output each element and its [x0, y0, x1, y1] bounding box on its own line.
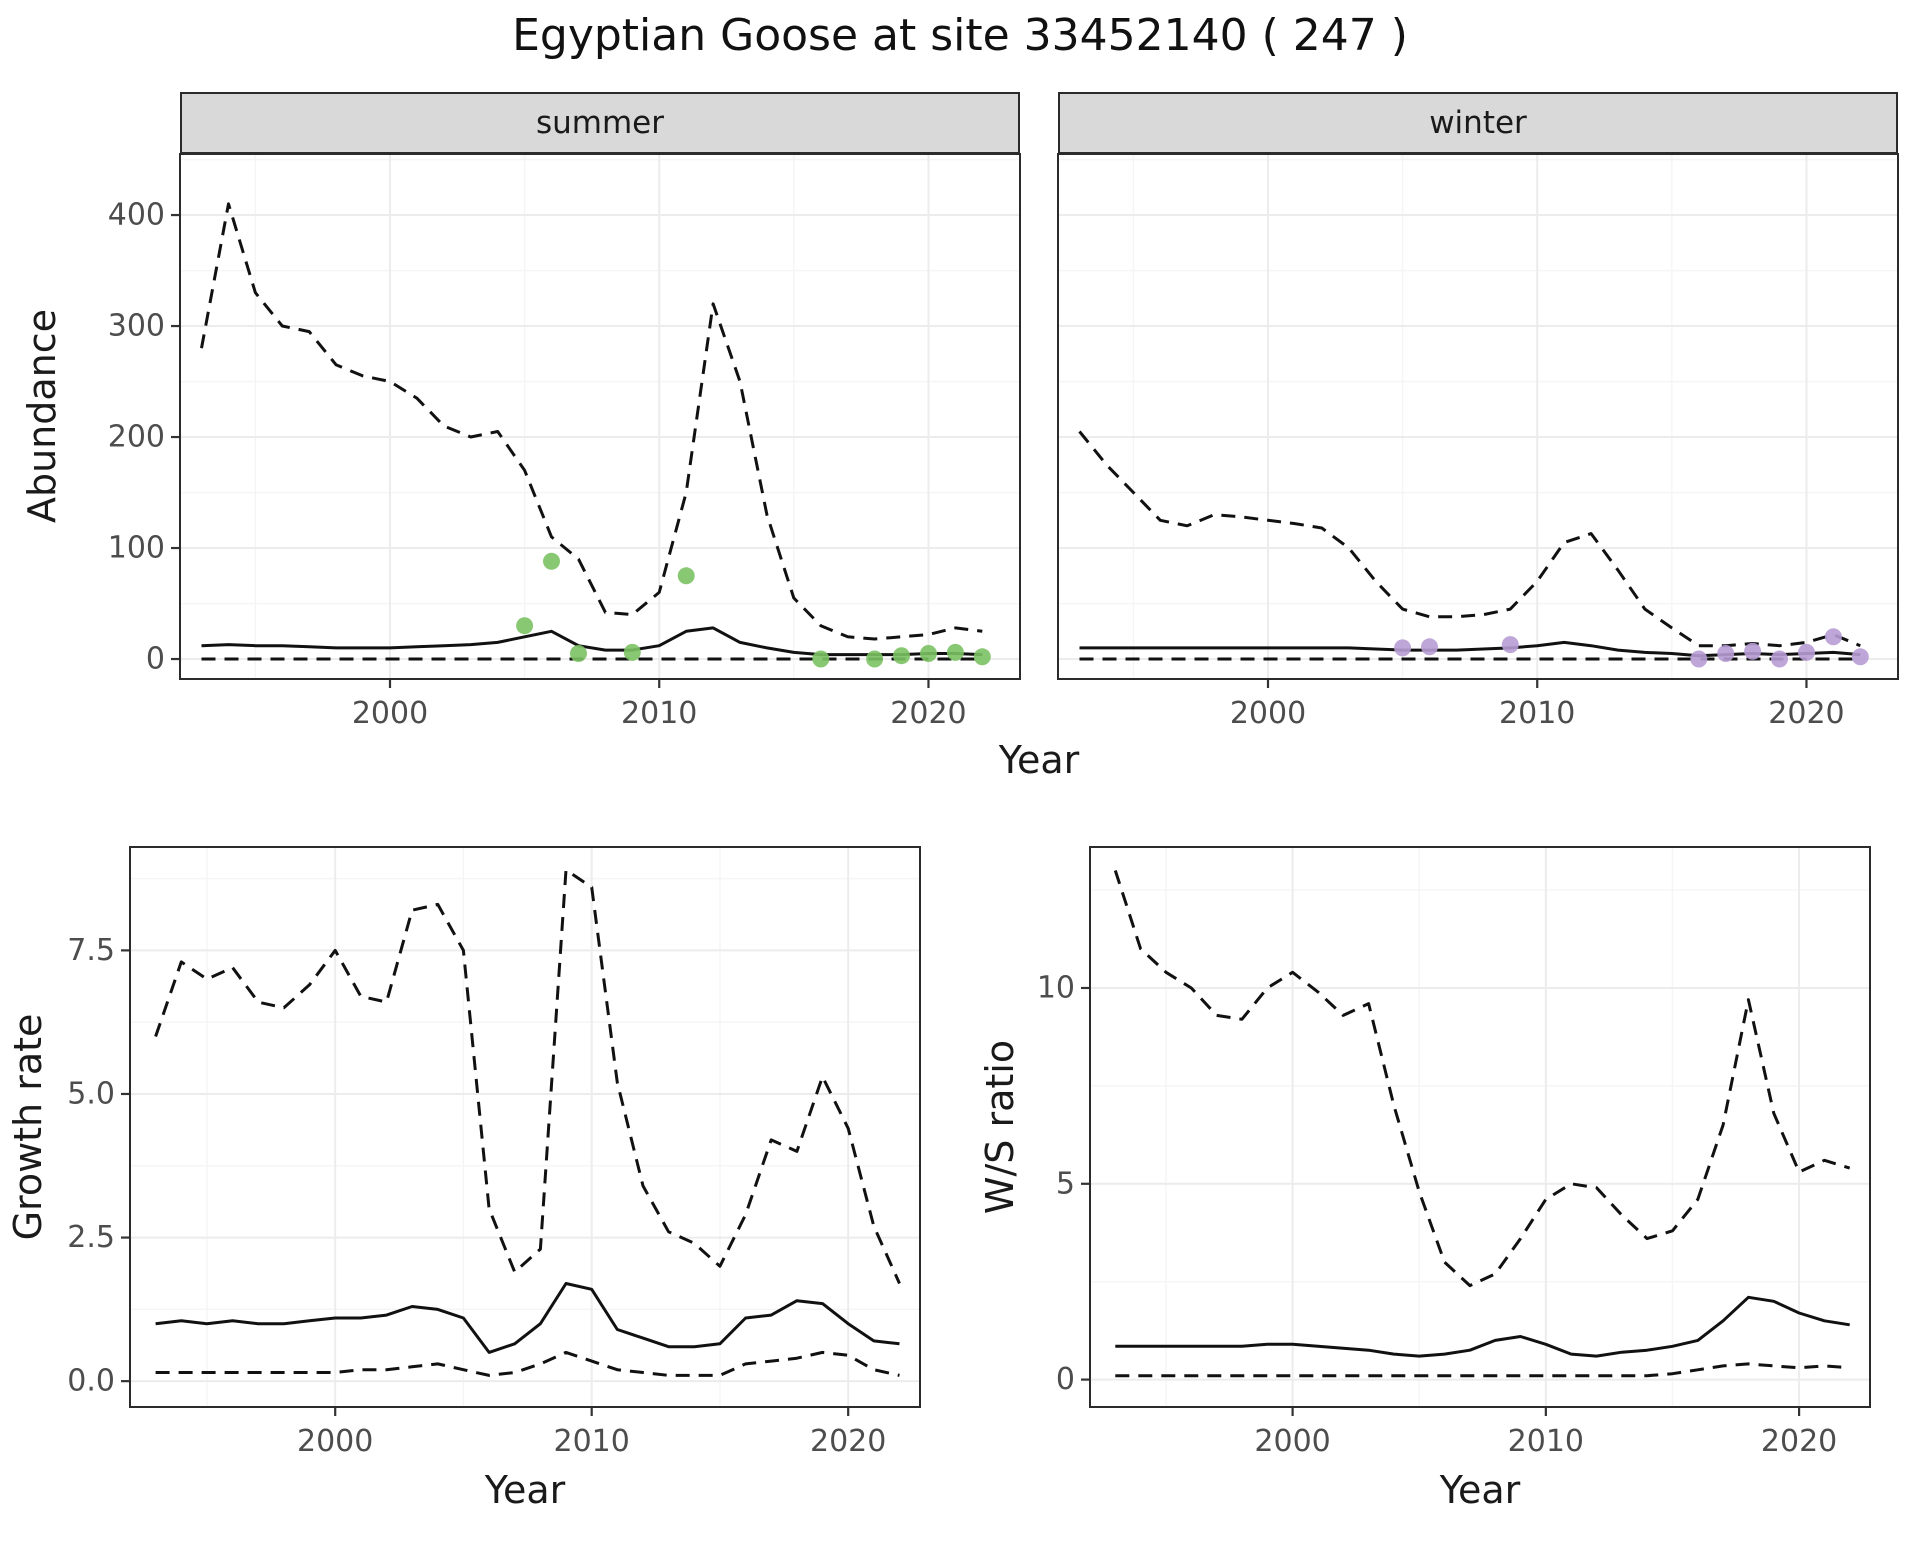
growth-rate-axis-title: Growth rate — [6, 1013, 50, 1241]
top-year-axis-title: Year — [998, 738, 1080, 782]
svg-text:2000: 2000 — [352, 696, 428, 731]
ws-ratio-axis-title: W/S ratio — [978, 1039, 1022, 1215]
svg-text:400: 400 — [108, 198, 165, 233]
ws-ratio-chart: 2000 2010 2020 0 5 10 — [1037, 846, 1871, 1459]
svg-text:2000: 2000 — [1230, 696, 1306, 731]
facet-strip-winter: winter — [1058, 92, 1898, 154]
svg-text:200: 200 — [108, 420, 165, 455]
svg-text:2010: 2010 — [1508, 1424, 1584, 1459]
svg-text:2020: 2020 — [890, 696, 966, 731]
svg-text:2010: 2010 — [554, 1424, 630, 1459]
facet-strip-summer-label: summer — [535, 105, 664, 141]
svg-text:2010: 2010 — [1499, 696, 1575, 731]
facet-strip-summer: summer — [180, 92, 1020, 154]
abundance-summer-chart: 2000 2010 2020 0 100 200 300 400 — [108, 153, 1021, 731]
svg-text:2.5: 2.5 — [67, 1220, 115, 1255]
figure-title: Egyptian Goose at site 33452140 ( 247 ) — [512, 10, 1408, 61]
svg-text:2000: 2000 — [1254, 1424, 1330, 1459]
svg-text:0: 0 — [1056, 1362, 1075, 1397]
abundance-axis-title: Abundance — [20, 308, 64, 524]
svg-text:5.0: 5.0 — [67, 1076, 115, 1111]
svg-text:2020: 2020 — [810, 1424, 886, 1459]
abundance-winter-chart: 2000 2010 2020 — [1057, 153, 1899, 731]
svg-text:2020: 2020 — [1768, 696, 1844, 731]
svg-text:5: 5 — [1056, 1166, 1075, 1201]
growth-year-axis-title: Year — [484, 1468, 566, 1512]
svg-text:2000: 2000 — [297, 1424, 373, 1459]
svg-text:2020: 2020 — [1761, 1424, 1837, 1459]
svg-text:2010: 2010 — [621, 696, 697, 731]
svg-text:7.5: 7.5 — [67, 933, 115, 968]
svg-text:100: 100 — [108, 531, 165, 566]
svg-text:300: 300 — [108, 309, 165, 344]
growth-rate-chart: 2000 2010 2020 0.0 2.5 5.0 7.5 — [67, 846, 921, 1459]
svg-text:10: 10 — [1037, 970, 1075, 1005]
svg-text:0: 0 — [146, 642, 165, 677]
facet-strip-winter-label: winter — [1429, 105, 1527, 141]
ws-year-axis-title: Year — [1439, 1468, 1521, 1512]
svg-text:0.0: 0.0 — [67, 1364, 115, 1399]
